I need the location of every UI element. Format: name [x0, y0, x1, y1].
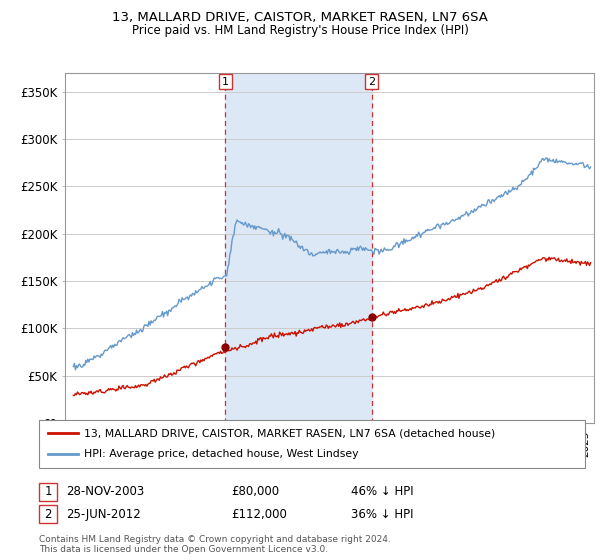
Bar — [226, 73, 372, 423]
Text: 46% ↓ HPI: 46% ↓ HPI — [351, 485, 413, 498]
Text: HPI: Average price, detached house, West Lindsey: HPI: Average price, detached house, West… — [84, 449, 359, 459]
Text: 36% ↓ HPI: 36% ↓ HPI — [351, 507, 413, 521]
Text: Price paid vs. HM Land Registry's House Price Index (HPI): Price paid vs. HM Land Registry's House … — [131, 24, 469, 36]
Text: 25-JUN-2012: 25-JUN-2012 — [66, 507, 141, 521]
Text: 28-NOV-2003: 28-NOV-2003 — [66, 485, 144, 498]
Text: 13, MALLARD DRIVE, CAISTOR, MARKET RASEN, LN7 6SA: 13, MALLARD DRIVE, CAISTOR, MARKET RASEN… — [112, 11, 488, 24]
Text: £112,000: £112,000 — [231, 507, 287, 521]
Text: 13, MALLARD DRIVE, CAISTOR, MARKET RASEN, LN7 6SA (detached house): 13, MALLARD DRIVE, CAISTOR, MARKET RASEN… — [84, 428, 495, 438]
Text: 1: 1 — [222, 77, 229, 87]
Text: Contains HM Land Registry data © Crown copyright and database right 2024.
This d: Contains HM Land Registry data © Crown c… — [39, 535, 391, 554]
Text: 1: 1 — [44, 485, 52, 498]
Text: 2: 2 — [44, 507, 52, 521]
Text: 2: 2 — [368, 77, 375, 87]
Text: £80,000: £80,000 — [231, 485, 279, 498]
